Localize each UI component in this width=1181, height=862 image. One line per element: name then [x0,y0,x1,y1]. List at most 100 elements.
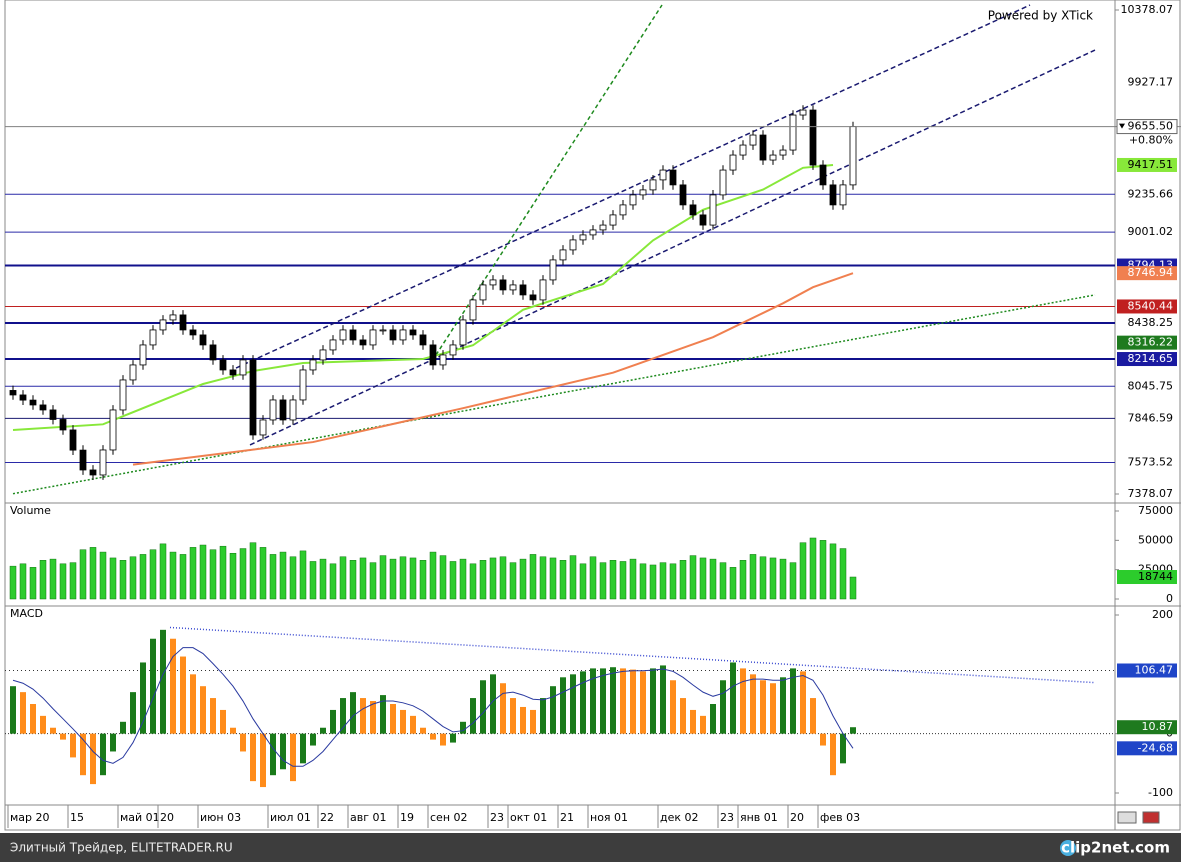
candle-body [99,449,107,476]
macd-bar [510,698,516,734]
x-tick-label: июн 03 [200,811,241,824]
y-tick-label: 200 [1152,608,1173,621]
scroll-button[interactable] [1117,811,1137,824]
macd-bar [740,668,746,734]
ma-label-box [1117,157,1177,172]
candle-body [819,164,827,186]
x-tick-label: мар 20 [10,811,50,824]
macd-bar [240,733,246,752]
volume-bar [529,554,537,600]
volume-bar [399,556,407,600]
macd-bar [330,709,336,734]
x-tick-label: авг 01 [350,811,387,824]
x-tick-label: 22 [320,811,334,824]
macd-bar [680,698,686,734]
volume-bar [389,558,397,600]
volume-bar [79,549,87,600]
volume-bar [819,540,827,600]
volume-bar [369,562,377,600]
volume-bar [169,551,177,600]
volume-bar [159,543,167,600]
candle-body [659,169,667,181]
level-label-box [1117,335,1177,350]
x-tick-label: июл 01 [270,811,311,824]
frame [4,0,1181,831]
level-label: 8316.22 [1128,336,1174,349]
x-tick-label: фев 03 [820,811,860,824]
candle-body [309,359,317,371]
candle-body [229,369,237,376]
last-price-label: 9655.50 [1128,120,1174,133]
macd-bar [290,733,296,782]
macd-bar [800,671,806,734]
level-label: 9927.17 [1128,76,1174,89]
macd-bar [560,677,566,734]
x-tick-label: 19 [400,811,414,824]
volume-bar [289,556,297,600]
candle-body [519,284,527,296]
candle-body [329,339,337,351]
volume-bar [189,547,197,600]
volume-bar [69,562,77,600]
volume-bar [459,558,467,600]
volume-bar [799,542,807,600]
macd-bar [340,698,346,734]
macd-bar [690,709,696,734]
macd-bar [830,733,836,776]
volume-bar [489,557,497,600]
volume-bar [539,556,547,600]
macd-bar [150,638,156,734]
volume-bar [699,557,707,600]
macd-bar [320,727,326,734]
volume-bar [119,560,127,600]
macd-bar [670,680,676,734]
moving-average [12,163,834,431]
y-tick-label: 7378.07 [1128,487,1174,500]
volume-bar [519,558,527,600]
volume-bar [639,563,647,600]
candle-body [219,359,227,371]
macd-bar [370,701,376,734]
candle-body [59,419,67,431]
candle-body [799,109,807,116]
volume-bar [99,551,107,600]
volume-bar [359,557,367,600]
level-label: 8540.44 [1128,299,1174,312]
macd-bar [590,668,596,734]
candle-body [629,194,637,206]
signal-label-box [1117,741,1177,756]
volume-bar [239,548,247,600]
level-label: 8214.65 [1128,352,1174,365]
macd-bar [570,674,576,734]
last-price-box [1116,119,1178,135]
macd-bar [280,733,286,770]
candle-body [639,189,647,196]
macd-bar [120,721,126,734]
macd-bar [420,727,426,734]
candle-body [429,344,437,366]
macd-bar [30,704,36,734]
candle-body [599,224,607,231]
candle-body [359,339,367,346]
level-label-box [1117,352,1177,367]
macd-bar [730,662,736,734]
close-button[interactable] [1142,811,1160,824]
volume-bar [769,557,777,600]
x-tick-label: май 01 [120,811,160,824]
panel [5,4,1115,495]
footer-left: Элитный Трейдер, ELITETRADER.RU [10,841,233,855]
volume-bar [759,556,767,600]
candle-body [499,279,507,291]
macd-bar [540,698,546,734]
candle-body [19,394,27,401]
volume-bar [59,563,67,600]
candle-body [269,399,277,421]
candle-body [649,179,657,191]
y-tick-label: -100 [1148,786,1173,799]
x-tick-label: 20 [160,811,174,824]
candle-body [179,314,187,331]
volume-bar [839,548,847,600]
x-tick-label: ноя 01 [590,811,628,824]
volume-bar [809,537,817,600]
volume-bar [509,562,517,600]
